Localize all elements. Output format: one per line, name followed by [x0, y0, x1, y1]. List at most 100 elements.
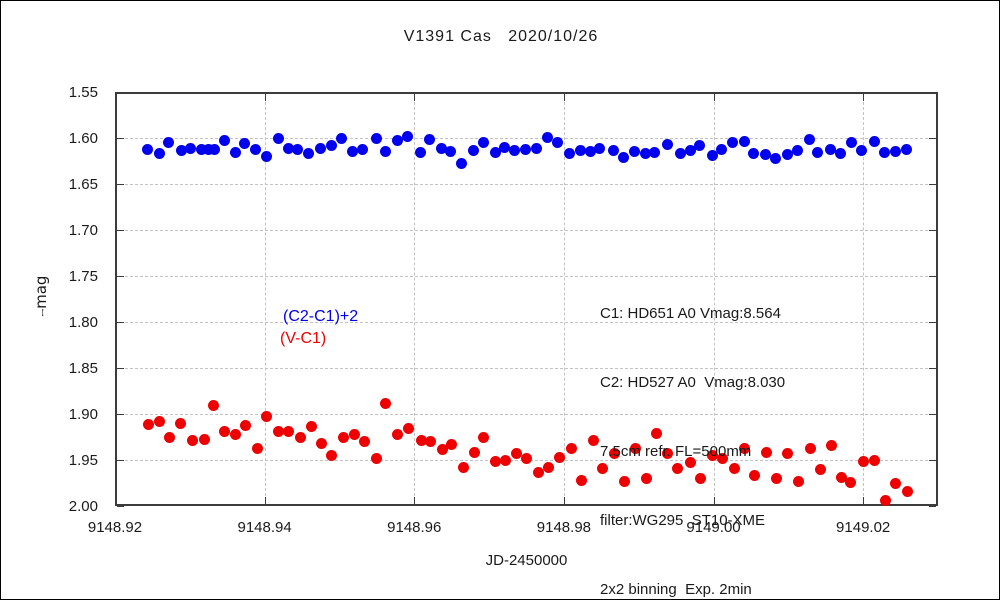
data-point-vc1 — [695, 472, 707, 484]
data-point-c2c1 — [154, 148, 166, 160]
annotation-line: filter:WG295 ST10-XME — [600, 512, 766, 529]
data-point-c2c1 — [185, 142, 197, 154]
data-point-vc1 — [619, 475, 630, 487]
y-tick-mark-right — [929, 322, 936, 323]
data-point-c2c1 — [782, 149, 794, 161]
y-tick-mark-right — [929, 138, 936, 139]
data-point-c2c1 — [901, 143, 913, 155]
data-point-vc1 — [208, 400, 220, 412]
data-point-vc1 — [273, 425, 285, 437]
y-tick-mark — [117, 368, 124, 369]
data-point-vc1 — [295, 432, 307, 444]
data-point-c2c1 — [760, 149, 772, 161]
data-point-c2c1 — [835, 148, 847, 160]
x-tick-mark — [414, 497, 416, 504]
data-point-vc1 — [458, 461, 470, 473]
data-point-vc1 — [219, 425, 231, 437]
x-tick-label: 9149.02 — [836, 519, 891, 536]
data-point-c2c1 — [163, 137, 175, 149]
data-point-c2c1 — [552, 137, 564, 149]
x-tick-label: 9148.98 — [536, 519, 592, 536]
data-point-c2c1 — [574, 145, 586, 157]
data-point-c2c1 — [283, 142, 295, 154]
data-point-c2c1 — [639, 148, 651, 160]
y-tick-label: 1.70 — [68, 222, 98, 239]
gridline-y — [115, 276, 938, 277]
annotation-block: C1: HD651 A0 Vmag:8.564 C2: HD527 A0 Vma… — [600, 256, 786, 599]
data-point-c2c1 — [803, 134, 815, 146]
data-point-c2c1 — [824, 144, 836, 156]
data-point-c2c1 — [315, 142, 327, 154]
data-point-vc1 — [575, 474, 587, 486]
data-point-c2c1 — [423, 134, 435, 146]
x-tick-mark-top — [414, 94, 416, 101]
data-point-vc1 — [684, 457, 696, 469]
x-tick-mark — [863, 497, 865, 504]
data-point-c2c1 — [738, 136, 750, 148]
gridline-y — [115, 368, 938, 369]
data-point-c2c1 — [531, 142, 543, 154]
data-point-vc1 — [901, 485, 913, 497]
data-point-c2c1 — [357, 143, 369, 155]
x-tick-mark — [264, 497, 266, 504]
data-point-vc1 — [478, 432, 490, 444]
y-tick-label: 2.00 — [68, 498, 98, 515]
data-point-c2c1 — [336, 133, 348, 145]
data-point-vc1 — [380, 398, 392, 410]
data-point-c2c1 — [209, 144, 220, 156]
data-point-c2c1 — [770, 152, 782, 164]
data-point-c2c1 — [629, 146, 641, 158]
data-point-vc1 — [717, 452, 729, 464]
gridline-x — [414, 92, 416, 506]
data-point-c2c1 — [490, 147, 502, 159]
data-point-vc1 — [240, 419, 252, 431]
data-point-vc1 — [315, 437, 327, 449]
y-tick-mark-right — [929, 506, 936, 507]
y-tick-mark — [117, 184, 124, 185]
data-point-c2c1 — [218, 135, 230, 147]
data-point-c2c1 — [142, 144, 154, 156]
y-tick-label: 1.95 — [68, 452, 98, 469]
x-tick-label: 9149.00 — [686, 519, 741, 536]
data-point-vc1 — [164, 432, 176, 444]
data-point-c2c1 — [273, 133, 285, 145]
data-point-c2c1 — [520, 144, 532, 156]
legend-label-c2c1: (C2-C1)+2 — [283, 308, 359, 325]
data-point-vc1 — [782, 448, 794, 460]
y-tick-label: 1.80 — [68, 314, 98, 331]
data-point-c2c1 — [585, 146, 597, 158]
data-point-vc1 — [565, 442, 577, 454]
data-point-c2c1 — [675, 148, 687, 160]
y-tick-mark-right — [929, 460, 936, 461]
data-point-c2c1 — [380, 146, 392, 158]
x-tick-label: 9148.94 — [237, 519, 292, 536]
data-point-vc1 — [175, 417, 187, 429]
data-point-vc1 — [706, 449, 718, 461]
x-tick-mark-top — [264, 94, 266, 101]
y-tick-mark — [117, 414, 124, 415]
data-point-c2c1 — [693, 139, 705, 151]
data-point-c2c1 — [706, 149, 718, 161]
data-point-c2c1 — [347, 146, 359, 158]
data-point-vc1 — [261, 411, 273, 423]
y-tick-label: 1.60 — [68, 130, 98, 147]
data-point-c2c1 — [594, 142, 606, 154]
data-point-vc1 — [761, 447, 773, 459]
annotation-line: 7.5cm refr. FL=500mm — [600, 443, 752, 460]
gridline-x — [863, 92, 865, 506]
data-point-c2c1 — [392, 135, 404, 147]
data-point-c2c1 — [402, 130, 414, 142]
y-tick-mark — [117, 276, 124, 277]
data-point-c2c1 — [238, 138, 250, 150]
data-point-c2c1 — [648, 147, 660, 159]
annotation-line: C2: HD527 A0 Vmag:8.030 — [600, 374, 786, 391]
data-point-vc1 — [880, 494, 892, 506]
data-point-c2c1 — [499, 141, 511, 153]
data-point-c2c1 — [618, 151, 630, 163]
y-tick-label: 1.90 — [68, 406, 98, 423]
y-tick-mark-right — [929, 414, 936, 415]
data-point-vc1 — [415, 435, 427, 447]
data-point-vc1 — [596, 462, 608, 474]
data-point-c2c1 — [478, 137, 490, 149]
data-point-c2c1 — [325, 139, 337, 151]
